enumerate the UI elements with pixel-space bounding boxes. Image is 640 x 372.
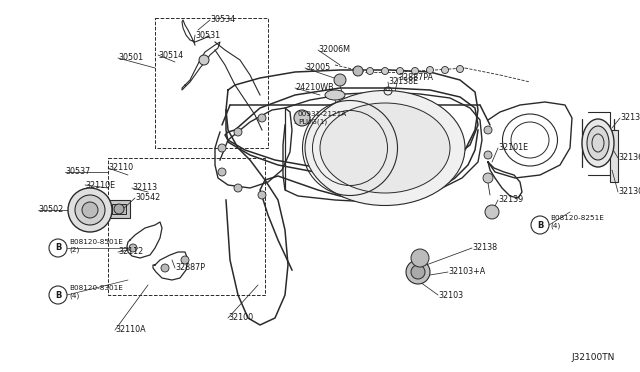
Text: 32110: 32110 (108, 164, 133, 173)
Circle shape (234, 184, 242, 192)
Text: PLUG(1): PLUG(1) (298, 119, 327, 125)
Text: 32110A: 32110A (115, 326, 146, 334)
Circle shape (129, 244, 137, 252)
Ellipse shape (320, 103, 450, 193)
Text: 32138E: 32138E (388, 77, 418, 87)
Circle shape (381, 67, 388, 74)
Text: 32103+A: 32103+A (448, 267, 485, 276)
Circle shape (411, 249, 429, 267)
Text: 32130: 32130 (618, 187, 640, 196)
Circle shape (353, 66, 363, 76)
Circle shape (531, 216, 549, 234)
Circle shape (114, 204, 124, 214)
Ellipse shape (305, 90, 465, 205)
Ellipse shape (582, 119, 614, 167)
Circle shape (294, 110, 310, 126)
Bar (108, 200, 130, 218)
Text: 32110E: 32110E (85, 180, 115, 189)
Circle shape (412, 67, 419, 74)
Circle shape (218, 168, 226, 176)
Circle shape (456, 65, 463, 73)
Text: 32100: 32100 (228, 314, 253, 323)
Text: 32887P: 32887P (175, 263, 205, 273)
Circle shape (49, 286, 67, 304)
Text: 32101E: 32101E (498, 144, 528, 153)
Text: 32136: 32136 (618, 154, 640, 163)
Text: 24210WB: 24210WB (295, 83, 333, 93)
Circle shape (426, 67, 433, 74)
Text: B: B (55, 244, 61, 253)
Text: 32139: 32139 (498, 196, 524, 205)
Text: 32887PA: 32887PA (398, 74, 433, 83)
Circle shape (367, 67, 374, 74)
Text: 30531: 30531 (195, 31, 220, 39)
Text: B: B (55, 291, 61, 299)
Text: 32135: 32135 (620, 113, 640, 122)
Circle shape (484, 151, 492, 159)
Circle shape (484, 126, 492, 134)
Text: 32113: 32113 (132, 183, 157, 192)
Circle shape (218, 144, 226, 152)
Text: (2): (2) (69, 247, 79, 253)
Text: 00931-2121A: 00931-2121A (298, 111, 348, 117)
Text: 32103: 32103 (438, 291, 463, 299)
Circle shape (234, 128, 242, 136)
Text: 30534: 30534 (210, 16, 235, 25)
Ellipse shape (587, 126, 609, 160)
Text: B08120-8301E: B08120-8301E (69, 285, 123, 291)
Circle shape (199, 55, 209, 65)
Circle shape (485, 205, 499, 219)
Text: B08120-8251E: B08120-8251E (550, 215, 604, 221)
Circle shape (82, 202, 98, 218)
Text: 32005: 32005 (305, 64, 330, 73)
Text: 30542: 30542 (135, 193, 160, 202)
Circle shape (49, 239, 67, 257)
Ellipse shape (325, 90, 345, 100)
Circle shape (181, 256, 189, 264)
Circle shape (258, 114, 266, 122)
Circle shape (442, 67, 449, 74)
Circle shape (411, 265, 425, 279)
Text: 32112: 32112 (118, 247, 143, 257)
Text: 32138: 32138 (472, 244, 497, 253)
Text: 30502: 30502 (38, 205, 63, 215)
Circle shape (483, 173, 493, 183)
Text: 30514: 30514 (158, 51, 183, 60)
Circle shape (258, 191, 266, 199)
Text: B: B (537, 221, 543, 230)
Text: 32006M: 32006M (318, 45, 350, 55)
Text: (4): (4) (69, 293, 79, 299)
Text: J32100TN: J32100TN (572, 353, 615, 362)
Circle shape (75, 195, 105, 225)
Circle shape (334, 74, 346, 86)
Text: 30501: 30501 (118, 54, 143, 62)
Circle shape (68, 188, 112, 232)
Text: 30537: 30537 (65, 167, 90, 176)
Circle shape (397, 67, 403, 74)
Text: B08120-8501E: B08120-8501E (69, 239, 123, 245)
Circle shape (161, 264, 169, 272)
Bar (112, 204, 126, 214)
Text: (4): (4) (550, 223, 560, 229)
Circle shape (406, 260, 430, 284)
Bar (610, 130, 618, 182)
